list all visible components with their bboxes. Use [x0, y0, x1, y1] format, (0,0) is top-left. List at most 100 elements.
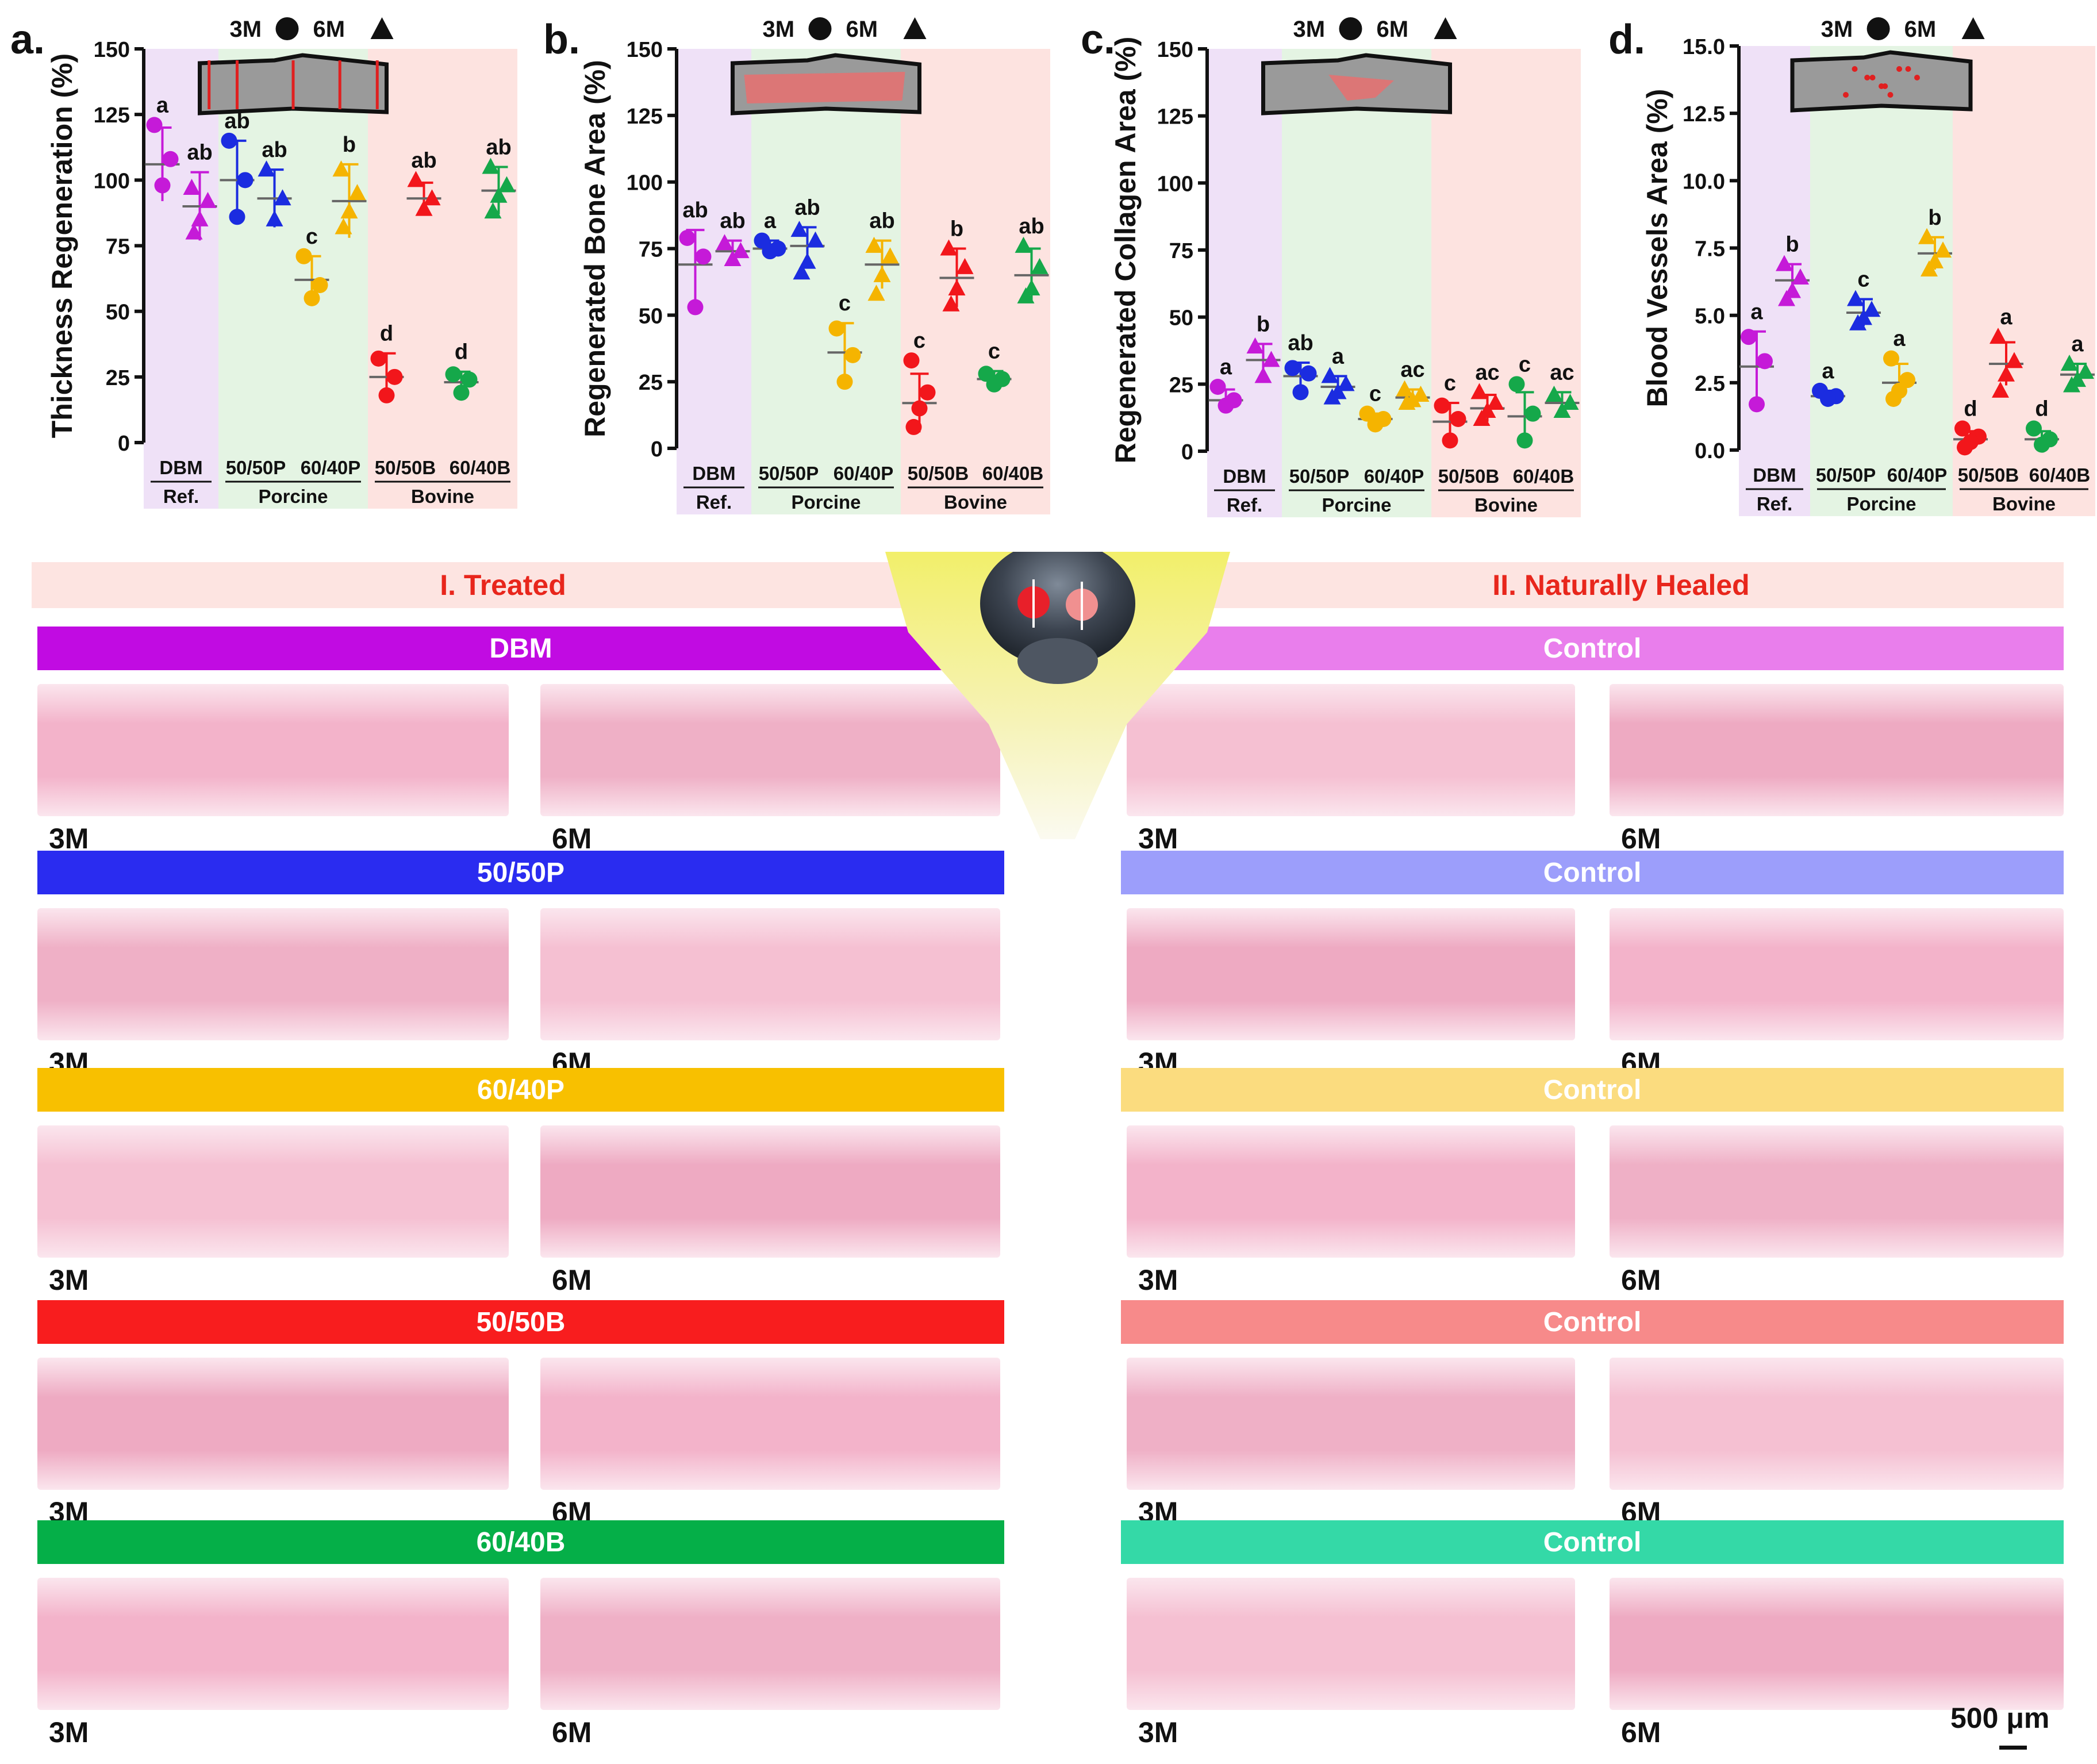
- treated-header-0: DBM: [37, 627, 1004, 670]
- scale-bar-line: [1999, 1746, 2027, 1750]
- tissue-image-2-2: [1127, 1125, 1575, 1258]
- chart-0-60-40B-6M-point-2: [490, 186, 508, 203]
- chart-2-group: 3M 6M 0 25 50 75 100 125 150 Regenerated Collagen…: [1109, 17, 1581, 517]
- chart-3-inset-vessel-1: [1869, 75, 1876, 80]
- chart-0-60-40B-6M-point-3: [484, 202, 502, 219]
- chart-3-50-50B-3M-point-0: [1954, 420, 1971, 437]
- chart-0-group-label-3: 50/50B: [375, 457, 436, 478]
- chart-2-DBM-6M-point-0: [1246, 337, 1264, 353]
- chart-1-ytick-label-1: 25: [639, 371, 663, 395]
- chart-3-50-50B-6M-letter: a: [2000, 305, 2012, 329]
- chart-2-section-label-1: Porcine: [1322, 494, 1391, 516]
- chart-0-ytick-label-3: 75: [106, 235, 130, 259]
- chart-3-50-50B-6M-point-1: [2006, 352, 2023, 368]
- chart-1-50-50P-3M-point-2: [762, 243, 778, 260]
- chart-2-50-50B-3M-point-1: [1450, 411, 1466, 427]
- chart-0-DBM-6M-point-3: [185, 223, 203, 240]
- chart-3-50-50P-6M-letter: c: [1857, 268, 1869, 292]
- chart-0-legend-triangle: [370, 17, 394, 39]
- chart-1-50-50P-6M-point-3: [793, 263, 811, 280]
- chart-1-60-40P-6M-point-1: [881, 247, 899, 264]
- chart-3-DBM-3M-point-1: [1757, 353, 1773, 370]
- chart-0-60-40B-6M-letter: ab: [486, 136, 511, 160]
- chart-2-section-label-2: Bovine: [1474, 494, 1538, 516]
- chart-3-ytick-label-0: 0.0: [1695, 439, 1725, 463]
- chart-1-ylabel: Regenerated Bone Area (%): [579, 60, 611, 437]
- control-header-0: Control: [1121, 627, 2064, 670]
- tissue-image-1-0: [37, 908, 509, 1040]
- chart-1-50-50P-6M-point-0: [790, 221, 808, 237]
- chart-1-50-50B-3M-point-1: [919, 384, 936, 401]
- chart-1-DBM-6M-letter: ab: [720, 209, 745, 233]
- chart-0-60-40P-6M-point-0: [332, 160, 350, 177]
- chart-3-DBM-6M-point-0: [1776, 255, 1793, 271]
- chart-2-band-1: [1282, 49, 1431, 517]
- chart-2-50-50P-6M-letter: a: [1332, 344, 1345, 368]
- chart-3-group-label-3: 50/50B: [1958, 464, 2019, 486]
- chart-1-50-50B-3M-point-2: [911, 400, 928, 417]
- chart-0-group: 3M 6M 0 25 50 75 100 125 150 Thickness Regenerati…: [46, 17, 517, 509]
- chart-0-60-40P-3M-point-0: [295, 248, 312, 264]
- chart-2-legend-3m: 3M: [1293, 17, 1326, 42]
- time-label-0-3: 6M: [1621, 823, 1661, 855]
- chart-2-60-40B-6M-point-2: [1553, 402, 1571, 418]
- chart-2-legend-circle: [1339, 17, 1362, 40]
- chart-0-50-50P-3M-point-2: [229, 209, 245, 225]
- chart-2-DBM-3M-point-0: [1209, 379, 1226, 395]
- chart-3-60-40P-6M-point-1: [1934, 241, 1952, 258]
- chart-3-60-40P-3M-point-0: [1883, 350, 1899, 367]
- chart-2-50-50P-6M-point-3: [1323, 388, 1341, 405]
- chart-1-band-0: [677, 49, 751, 514]
- chart-0-50-50B-3M-point-2: [378, 387, 395, 403]
- chart-3-legend-triangle: [1961, 17, 1985, 39]
- chart-2-60-40B-3M-point-0: [1508, 376, 1525, 393]
- chart-0-50-50P-3M-point-0: [221, 132, 237, 149]
- chart-1-50-50B-3M-point-3: [905, 418, 922, 435]
- chart-0-50-50P-3M-point-1: [237, 172, 254, 189]
- chart-2-50-50B-3M-point-0: [1434, 397, 1450, 414]
- control-header-3: Control: [1121, 1300, 2064, 1344]
- tissue-image-2-0: [37, 1125, 509, 1258]
- chart-0-DBM-3M-point-1: [162, 151, 179, 167]
- chart-1-section-label-0: Ref.: [696, 491, 732, 513]
- chart-1-DBM-3M-point-0: [679, 229, 696, 246]
- tissue-image-1-3: [1610, 908, 2064, 1040]
- chart-1-60-40P-3M-point-1: [844, 347, 861, 363]
- chart-1-60-40P-6M-point-0: [865, 236, 883, 253]
- time-label-4-3: 6M: [1621, 1716, 1661, 1748]
- treated-header-4: 60/40B: [37, 1520, 1004, 1564]
- chart-2-50-50B-3M-point-2: [1442, 432, 1458, 449]
- chart-3-inset-vessel-7: [1843, 92, 1849, 98]
- chart-3-60-40B-6M-point-3: [2063, 376, 2080, 393]
- tissue-image-4-3: [1610, 1578, 2064, 1710]
- tissue-image-4-1: [540, 1578, 1000, 1710]
- chart-2-60-40P-6M-letter: ac: [1400, 358, 1424, 382]
- chart-3-legend-circle: [1866, 17, 1890, 40]
- chart-1-DBM-6M-point-0: [716, 234, 733, 251]
- chart-3-50-50P-3M-point-2: [1820, 390, 1836, 407]
- tissue-image-3-3: [1610, 1358, 2064, 1490]
- chart-3-ytick-label-5: 12.5: [1683, 102, 1725, 126]
- chart-2-group-label-1: 50/50P: [1289, 466, 1350, 487]
- chart-2-DBM-6M-point-1: [1262, 351, 1280, 367]
- chart-3-DBM-6M-letter: b: [1785, 233, 1799, 257]
- chart-3-60-40B-6M-letter: a: [2071, 332, 2084, 356]
- panel-letter-a: a.: [10, 17, 45, 63]
- chart-3-inset-vessel-5: [1864, 75, 1871, 80]
- chart-2-60-40B-6M-point-1: [1561, 394, 1579, 410]
- chart-3-DBM-3M-letter: a: [1750, 300, 1763, 324]
- chart-2-legend-triangle: [1434, 17, 1457, 39]
- chart-2-DBM-6M-point-2: [1254, 367, 1272, 383]
- tissue-image-1-2: [1127, 908, 1575, 1040]
- chart-1-section-label-2: Bovine: [944, 491, 1007, 513]
- chart-0-ytick-label-0: 0: [118, 432, 130, 456]
- time-label-0-1: 6M: [552, 823, 592, 855]
- panel-letter-d: d.: [1608, 17, 1645, 63]
- chart-3-legend-3m: 3M: [1821, 17, 1853, 42]
- chart-1-50-50B-6M-point-0: [940, 239, 958, 256]
- chart-2-DBM-3M-letter: a: [1220, 355, 1232, 379]
- chart-2-60-40P-3M-point-2: [1367, 416, 1384, 433]
- chart-0-section-label-1: Porcine: [258, 486, 328, 507]
- chart-0-60-40P-6M-point-3: [335, 218, 352, 235]
- tissue-image-3-0: [37, 1358, 509, 1490]
